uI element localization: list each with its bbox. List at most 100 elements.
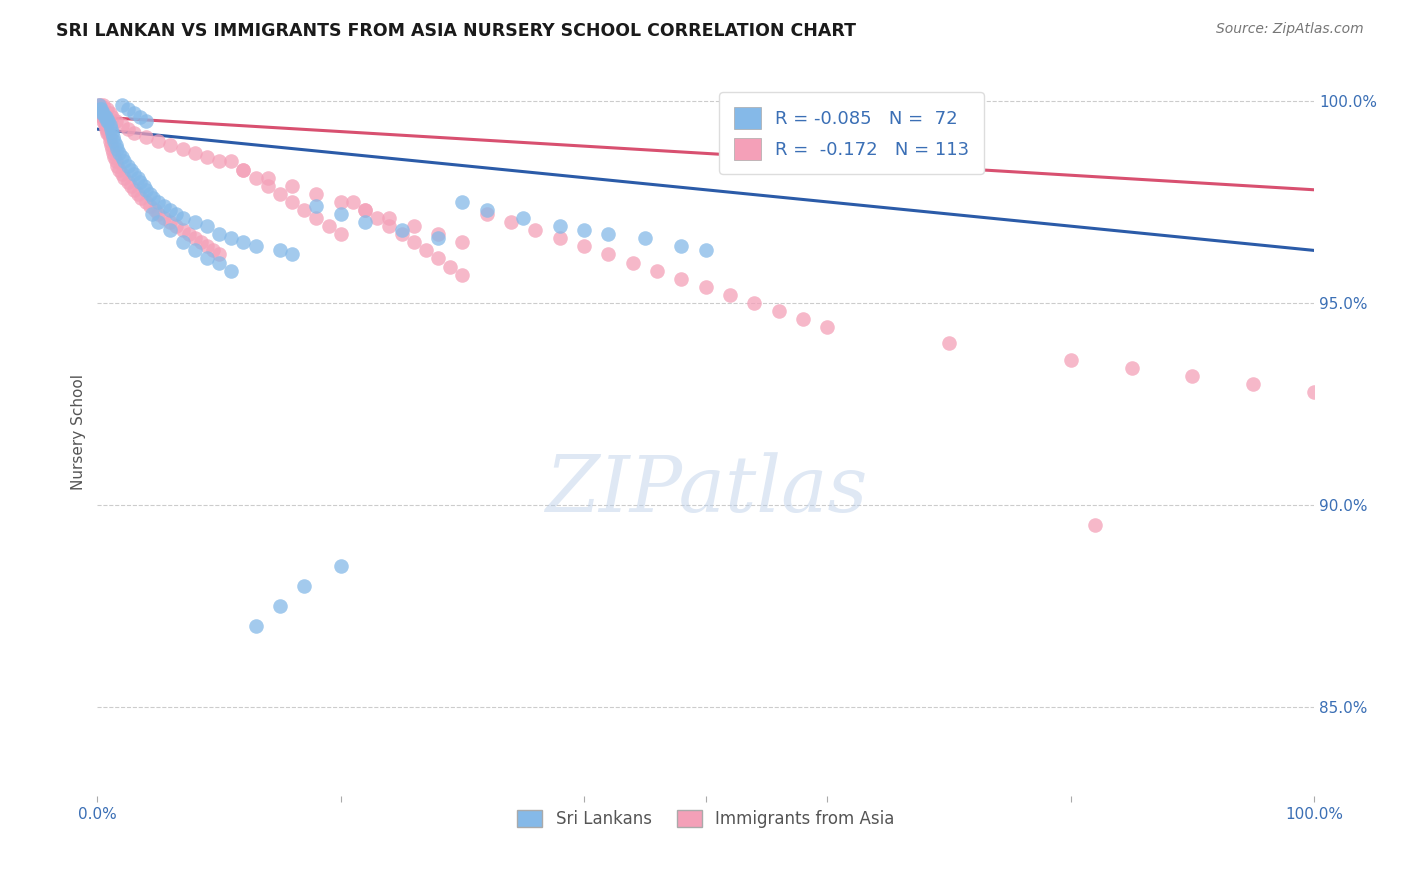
Point	[87, 98, 110, 112]
Point	[292, 202, 315, 217]
Point	[177, 227, 200, 242]
Point	[621, 255, 644, 269]
Text: Source: ZipAtlas.com: Source: ZipAtlas.com	[1216, 22, 1364, 37]
Point	[172, 223, 194, 237]
Point	[671, 239, 693, 253]
Point	[1241, 376, 1264, 391]
Point	[548, 231, 571, 245]
Point	[269, 186, 291, 201]
Point	[208, 247, 231, 261]
Point	[91, 106, 114, 120]
Point	[183, 231, 205, 245]
Point	[132, 178, 155, 193]
Point	[427, 231, 450, 245]
Point	[91, 106, 114, 120]
Point	[1060, 352, 1083, 367]
Point	[524, 223, 547, 237]
Point	[135, 114, 157, 128]
Point	[129, 110, 152, 124]
Point	[475, 207, 498, 221]
Point	[190, 235, 212, 250]
Point	[195, 219, 218, 234]
Point	[292, 579, 315, 593]
Point	[208, 255, 231, 269]
Point	[135, 130, 157, 145]
Point	[354, 215, 377, 229]
Point	[117, 122, 139, 136]
Point	[402, 219, 425, 234]
Point	[111, 98, 134, 112]
Point	[105, 142, 128, 156]
Point	[1084, 518, 1107, 533]
Point	[122, 183, 145, 197]
Point	[305, 186, 328, 201]
Point	[138, 199, 160, 213]
Point	[232, 162, 254, 177]
Point	[718, 288, 741, 302]
Point	[138, 186, 160, 201]
Point	[127, 170, 149, 185]
Point	[148, 194, 170, 209]
Point	[342, 194, 364, 209]
Point	[129, 191, 152, 205]
Point	[572, 223, 595, 237]
Point	[98, 130, 121, 145]
Point	[129, 175, 152, 189]
Point	[101, 126, 124, 140]
Point	[142, 191, 165, 205]
Point	[318, 219, 340, 234]
Point	[98, 106, 121, 120]
Point	[111, 118, 134, 132]
Point	[245, 619, 267, 633]
Point	[768, 304, 790, 318]
Point	[159, 215, 181, 229]
Point	[104, 138, 127, 153]
Y-axis label: Nursery School: Nursery School	[72, 375, 86, 491]
Point	[120, 178, 142, 193]
Point	[148, 215, 170, 229]
Point	[89, 102, 111, 116]
Point	[1181, 368, 1204, 383]
Point	[117, 175, 139, 189]
Point	[93, 110, 115, 124]
Point	[97, 114, 120, 128]
Point	[451, 268, 474, 282]
Point	[391, 223, 413, 237]
Point	[94, 122, 117, 136]
Point	[195, 252, 218, 266]
Point	[354, 202, 377, 217]
Point	[127, 186, 149, 201]
Point	[329, 558, 352, 573]
Legend: Sri Lankans, Immigrants from Asia: Sri Lankans, Immigrants from Asia	[510, 804, 901, 835]
Point	[499, 215, 522, 229]
Point	[695, 280, 717, 294]
Point	[256, 170, 278, 185]
Point	[122, 106, 145, 120]
Point	[598, 227, 620, 242]
Point	[143, 202, 166, 217]
Point	[281, 194, 304, 209]
Point	[93, 110, 115, 124]
Point	[232, 235, 254, 250]
Point	[159, 202, 181, 217]
Point	[122, 126, 145, 140]
Point	[101, 110, 124, 124]
Point	[135, 194, 157, 209]
Point	[96, 114, 118, 128]
Point	[159, 223, 181, 237]
Point	[598, 247, 620, 261]
Point	[232, 162, 254, 177]
Point	[96, 126, 118, 140]
Point	[671, 271, 693, 285]
Point	[108, 162, 131, 177]
Point	[281, 247, 304, 261]
Point	[90, 102, 112, 116]
Point	[208, 154, 231, 169]
Point	[108, 146, 131, 161]
Point	[366, 211, 388, 225]
Point	[269, 599, 291, 613]
Point	[148, 134, 170, 148]
Point	[93, 114, 115, 128]
Point	[111, 151, 134, 165]
Point	[938, 336, 960, 351]
